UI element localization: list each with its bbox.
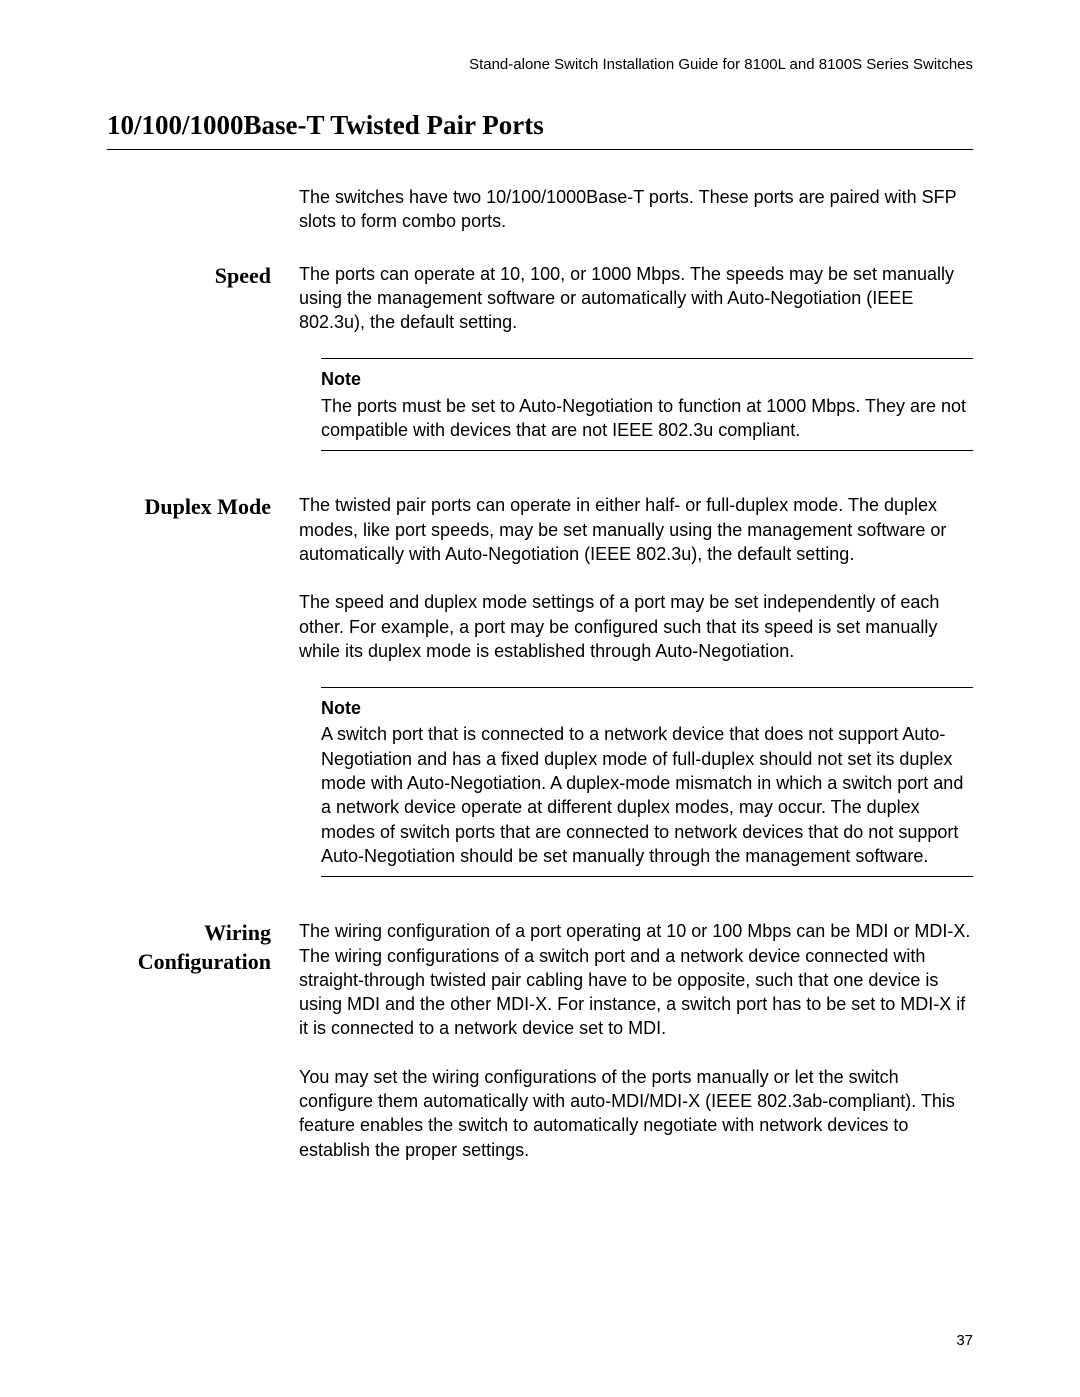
wiring-body: The wiring configuration of a port opera… bbox=[299, 919, 973, 1162]
duplex-note-text: A switch port that is connected to a net… bbox=[321, 722, 973, 868]
speed-note-box: Note The ports must be set to Auto-Negot… bbox=[321, 358, 973, 451]
page-number: 37 bbox=[956, 1332, 973, 1349]
duplex-note-box: Note A switch port that is connected to … bbox=[321, 687, 973, 877]
intro-section: The switches have two 10/100/1000Base-T … bbox=[107, 185, 973, 234]
speed-body: The ports can operate at 10, 100, or 100… bbox=[299, 262, 973, 452]
wiring-label: Wiring Configuration bbox=[107, 919, 299, 1162]
speed-note-text: The ports must be set to Auto-Negotiatio… bbox=[321, 394, 973, 443]
speed-note-label: Note bbox=[321, 367, 973, 391]
speed-section: Speed The ports can operate at 10, 100, … bbox=[107, 262, 973, 452]
duplex-label: Duplex Mode bbox=[107, 493, 299, 877]
duplex-note-label: Note bbox=[321, 696, 973, 720]
speed-label: Speed bbox=[107, 262, 299, 452]
duplex-section: Duplex Mode The twisted pair ports can o… bbox=[107, 493, 973, 877]
wiring-section: Wiring Configuration The wiring configur… bbox=[107, 919, 973, 1162]
intro-paragraph: The switches have two 10/100/1000Base-T … bbox=[299, 185, 973, 234]
intro-body: The switches have two 10/100/1000Base-T … bbox=[299, 185, 973, 234]
wiring-paragraph-1: The wiring configuration of a port opera… bbox=[299, 919, 973, 1040]
page-title: 10/100/1000Base-T Twisted Pair Ports bbox=[107, 110, 973, 150]
duplex-body: The twisted pair ports can operate in ei… bbox=[299, 493, 973, 877]
header-text: Stand-alone Switch Installation Guide fo… bbox=[469, 56, 973, 73]
content-area: The switches have two 10/100/1000Base-T … bbox=[107, 185, 973, 1190]
intro-label bbox=[107, 185, 299, 234]
duplex-paragraph-2: The speed and duplex mode settings of a … bbox=[299, 590, 973, 663]
wiring-paragraph-2: You may set the wiring configurations of… bbox=[299, 1065, 973, 1162]
document-header: Stand-alone Switch Installation Guide fo… bbox=[469, 56, 973, 73]
speed-paragraph: The ports can operate at 10, 100, or 100… bbox=[299, 262, 973, 335]
duplex-paragraph-1: The twisted pair ports can operate in ei… bbox=[299, 493, 973, 566]
